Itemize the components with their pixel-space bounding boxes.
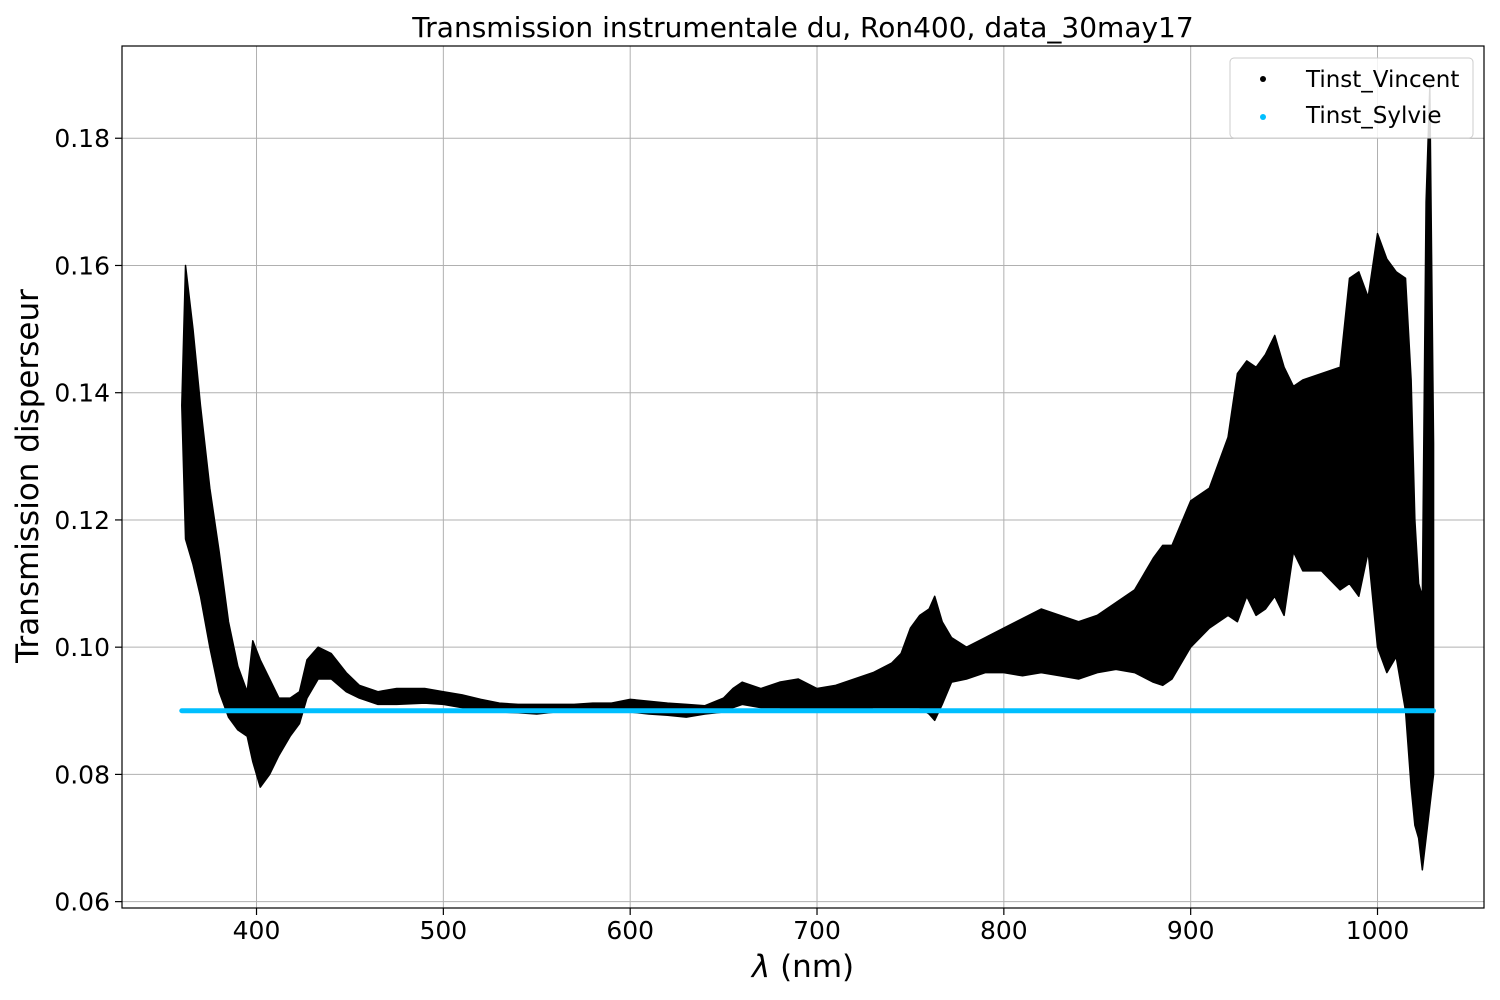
y-tick-label: 0.16 xyxy=(54,251,110,280)
legend-label-sylvie: Tinst_Sylvie xyxy=(1305,103,1442,129)
legend: Tinst_Vincent Tinst_Sylvie xyxy=(1229,57,1474,139)
plot-frame xyxy=(121,45,1485,909)
y-tick-label: 0.08 xyxy=(54,760,110,789)
plot-data xyxy=(179,86,1437,871)
x-tick-label: 900 xyxy=(1167,916,1215,945)
x-tick-label: 400 xyxy=(233,916,281,945)
x-tick-label: 600 xyxy=(606,916,654,945)
chart-title: Transmission instrumentale du, Ron400, d… xyxy=(411,11,1193,44)
x-tick-label: 500 xyxy=(419,916,467,945)
legend-label-vincent: Tinst_Vincent xyxy=(1305,67,1459,93)
legend-box xyxy=(1229,57,1474,139)
legend-marker-sylvie xyxy=(1260,114,1266,120)
x-tick-label: 800 xyxy=(980,916,1028,945)
x-axis-label-symbol: λ xyxy=(750,949,770,985)
y-axis-label: Transmission disperseur xyxy=(10,289,46,664)
x-tick-label: 700 xyxy=(793,916,841,945)
y-tick-label: 0.12 xyxy=(54,506,110,535)
y-tick-label: 0.14 xyxy=(54,379,110,408)
y-tick-label: 0.06 xyxy=(54,888,110,917)
y-tick-label: 0.10 xyxy=(54,633,110,662)
x-axis-label-unit: (nm) xyxy=(770,949,854,985)
legend-marker-vincent xyxy=(1260,76,1266,82)
y-tick-label: 0.18 xyxy=(54,124,110,153)
axis-ticks: 400 500 600 700 800 900 1000 0.06 0.08 0.10 0.12 0.… xyxy=(54,124,1409,945)
x-tick-label: 1000 xyxy=(1346,916,1410,945)
x-axis-label: λ (nm) xyxy=(750,949,854,985)
